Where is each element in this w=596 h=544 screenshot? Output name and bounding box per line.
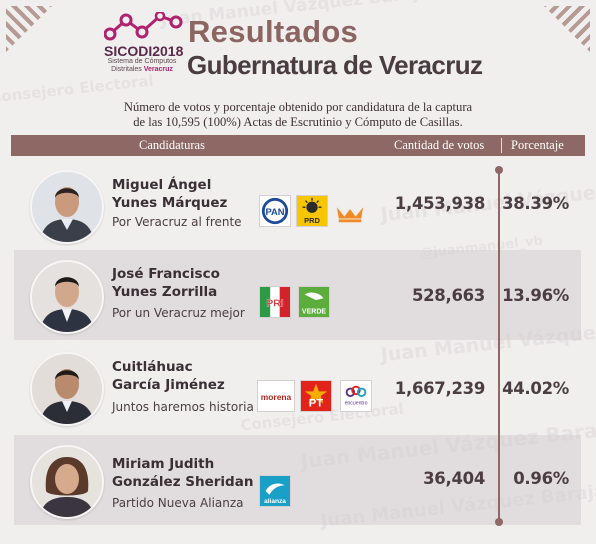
vote-count: 1,453,938 <box>394 194 486 213</box>
page-title: Resultados <box>188 14 359 49</box>
logo-subtitle: Sistema de Cómputos Distritales Veracruz <box>104 58 180 74</box>
vote-count: 528,663 <box>411 286 485 305</box>
divider-dot-top <box>495 166 503 174</box>
avatar-woman-icon <box>32 447 102 517</box>
header-percent: Porcentaje <box>511 138 564 152</box>
candidate-photo <box>30 260 104 334</box>
party-logo-verde: VERDE <box>298 286 330 318</box>
logo-year: 2018 <box>152 43 184 59</box>
coalition-name: Por Veracruz al frente <box>112 215 242 229</box>
party-logo-encuentro: encuentro <box>340 380 372 412</box>
coalition-name: Juntos haremos historia <box>112 400 254 414</box>
corner-decoration-left <box>6 6 52 52</box>
party-logo-pan: PAN <box>259 195 291 227</box>
candidate-photo <box>30 445 104 519</box>
avatar-man-icon <box>32 262 102 332</box>
candidate-name-line2: Yunes Márquez <box>112 195 228 211</box>
coalition-name: Por un Veracruz mejor <box>112 306 245 320</box>
encuentro-social-icon: encuentro <box>341 381 371 411</box>
logo-subtitle-line2: Distritales <box>111 66 142 73</box>
description-line2: de las 10,595 (100%) Actas de Escrutinio… <box>133 115 463 129</box>
description-line1: Número de votos y porcentaje obtenido po… <box>123 100 473 114</box>
vote-count: 36,404 <box>423 469 485 488</box>
page-subtitle: Gubernatura de Veracruz <box>187 50 483 80</box>
candidate-name-line2: González Sheridan <box>112 474 254 490</box>
candidate-name-line1: Miriam Judith <box>112 456 215 472</box>
logo-subtitle-state: Veracruz <box>143 66 173 73</box>
pri-logo-text: PRI <box>266 299 283 310</box>
candidate-name: Cuitláhuac García Jiménez <box>112 358 225 394</box>
nueva-alianza-icon: alianza <box>260 476 290 506</box>
vote-percentage: 38.39% <box>502 194 569 213</box>
vote-percentage: 44.02% <box>502 379 569 398</box>
table-header: Candidaturas Cantidad de votos Porcentaj… <box>11 135 585 156</box>
column-divider <box>498 170 500 522</box>
prd-logo-icon: PRD <box>297 196 327 226</box>
alianza-logo-text: alianza <box>264 498 286 505</box>
party-logo-pri: PRI <box>259 286 291 318</box>
candidate-row: Miguel Ángel Yunes Márquez Por Veracruz … <box>14 160 581 250</box>
candidate-photo <box>30 170 104 244</box>
logo-name: SICODI <box>104 43 153 59</box>
candidate-photo <box>30 352 104 426</box>
coalition-name: Partido Nueva Alianza <box>112 496 244 510</box>
candidate-name-line1: Miguel Ángel <box>112 177 212 193</box>
vote-percentage: 0.96% <box>513 469 569 488</box>
divider-dot-bottom <box>495 518 503 526</box>
candidate-row: José Francisco Yunes Zorrilla Por un Ver… <box>14 250 581 340</box>
movimiento-ciudadano-eagle-icon <box>336 207 364 223</box>
party-logo-nueva-alianza: alianza <box>259 475 291 507</box>
morena-logo-icon: morena <box>258 381 294 411</box>
morena-logo-text: morena <box>261 392 292 402</box>
avatar-man-icon <box>32 354 102 424</box>
party-logo-morena: morena <box>257 380 295 412</box>
sicodi-logo: SICODI2018 Sistema de Cómputos Distrital… <box>104 12 186 74</box>
vote-percentage: 13.96% <box>502 286 569 305</box>
candidate-name-line1: José Francisco <box>112 266 220 282</box>
corner-decoration-right <box>544 6 590 52</box>
verde-toucan-icon: VERDE <box>299 287 329 317</box>
candidate-name-line2: García Jiménez <box>112 377 225 393</box>
pan-logo-text: PAN <box>265 207 284 217</box>
candidate-row: Miriam Judith González Sheridan Partido … <box>14 435 581 525</box>
candidate-name: José Francisco Yunes Zorrilla <box>112 265 220 301</box>
pt-star-icon: PT <box>301 381 331 411</box>
candidate-name: Miguel Ángel Yunes Márquez <box>112 176 227 212</box>
candidate-name-line1: Cuitláhuac <box>112 359 193 375</box>
vote-count: 1,667,239 <box>394 379 486 398</box>
pt-logo-text: PT <box>309 397 324 409</box>
party-logo-pt: PT <box>300 380 332 412</box>
prd-logo-text: PRD <box>304 216 320 225</box>
candidate-row: Cuitláhuac García Jiménez Juntos haremos… <box>14 342 581 432</box>
pri-logo-icon: PRI <box>260 287 290 317</box>
header-divider <box>501 138 502 153</box>
header-candidates: Candidaturas <box>139 138 205 152</box>
logo-wordmark: SICODI2018 <box>104 44 186 58</box>
line-chart-logo-icon <box>104 12 183 41</box>
header-votes: Cantidad de votos <box>394 138 485 152</box>
encuentro-logo-text: encuentro <box>345 400 368 406</box>
logo-subtitle-line1: Sistema de Cómputos <box>107 58 177 65</box>
description: Número de votos y porcentaje obtenido po… <box>60 100 536 130</box>
avatar-man-icon <box>32 172 102 242</box>
pan-logo-icon: PAN <box>260 196 290 226</box>
candidate-name-line2: Yunes Zorrilla <box>112 284 218 300</box>
party-logo-prd: PRD <box>296 195 328 227</box>
candidate-name: Miriam Judith González Sheridan <box>112 455 253 491</box>
verde-logo-text: VERDE <box>302 308 326 315</box>
party-logo-mc <box>334 195 366 227</box>
